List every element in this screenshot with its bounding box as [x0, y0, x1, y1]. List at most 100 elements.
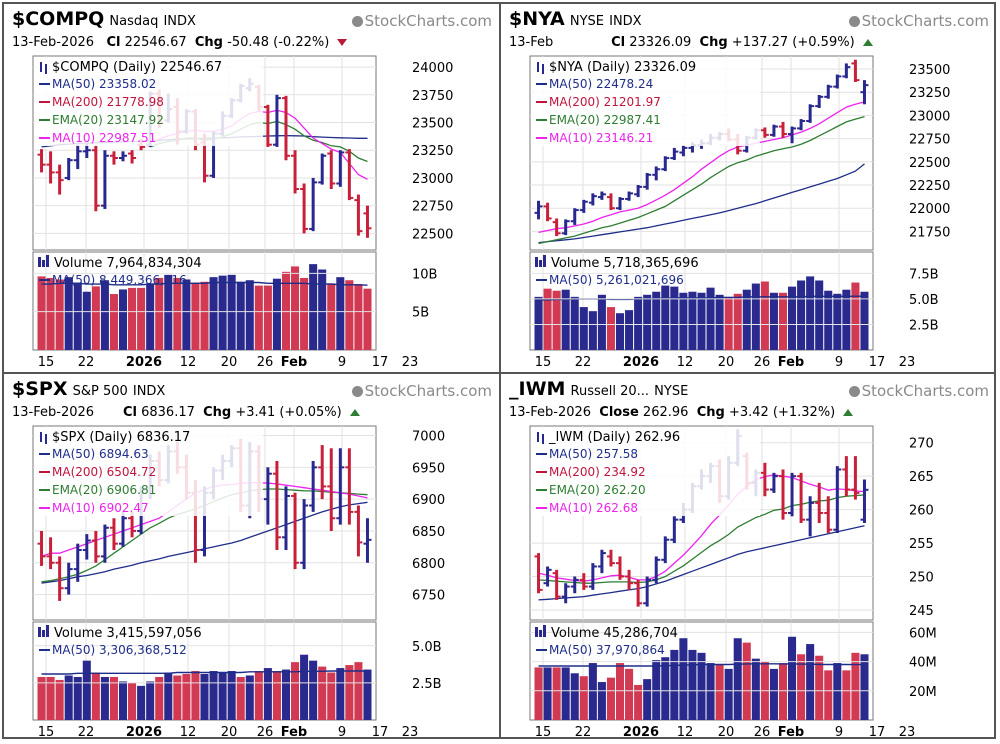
chart-header: $NYA NYSE INDX StockCharts.com [509, 8, 989, 34]
ohlc-bar [109, 518, 118, 551]
ohlc-bar [291, 150, 300, 194]
volume-icon [535, 255, 546, 267]
price-tick-label: 6850 [412, 525, 445, 540]
volume-bar [272, 278, 281, 350]
ohlc-bar [561, 219, 570, 236]
volume-bar [182, 674, 191, 720]
ohlc-bar [73, 543, 82, 582]
volume-tick-label: 40M [909, 656, 937, 671]
volume-bar [751, 658, 760, 720]
volume-ma-line [538, 663, 865, 667]
volume-bar [73, 282, 82, 350]
stockcharts-logo[interactable]: StockCharts.com [351, 12, 492, 30]
volume-bar [534, 667, 543, 720]
volume-bar [715, 294, 724, 350]
x-tick-label: 17 [372, 355, 389, 370]
ohlc-bar [851, 59, 860, 82]
volume-bar [670, 286, 679, 350]
stockcharts-logo[interactable]: StockCharts.com [848, 382, 989, 400]
x-tick-label: 26 [257, 355, 274, 370]
volume-legend: Volume 5,718,365,696 MA(50) 5,261,021,696 [535, 255, 699, 287]
stockcharts-logo[interactable]: StockCharts.com [848, 12, 989, 30]
volume-bar [64, 277, 73, 350]
x-tick-label: 15 [535, 725, 552, 740]
ohlc-bar [55, 164, 64, 195]
volume-icon [535, 625, 546, 637]
chart-panel-iwm[interactable]: _IWM Russell 20... NYSE StockCharts.com … [501, 374, 996, 744]
chart-panel-nya[interactable]: $NYA NYSE INDX StockCharts.com 13-Feb Cl… [501, 4, 996, 374]
volume-bar [236, 676, 245, 720]
volume-bar [570, 673, 579, 720]
volume-title: Volume 5,718,365,696 [551, 256, 699, 271]
legend-item: EMA(20) 262.20 [549, 483, 646, 497]
ohlc-bar [860, 479, 869, 523]
legend-item: MA(50) 22478.24 [549, 77, 653, 91]
stockcharts-logo[interactable]: StockCharts.com [351, 382, 492, 400]
volume-bar [309, 264, 318, 350]
ohlc-bar [588, 563, 597, 590]
legend-item: MA(200) 21778.98 [52, 95, 164, 109]
x-tick-label: 2026 [623, 355, 659, 370]
legend-item: MA(50) 257.58 [549, 447, 638, 461]
volume-bar [760, 281, 769, 350]
volume-bar [697, 652, 706, 720]
logo-dot-icon [848, 16, 860, 27]
ohlc-bar [760, 462, 769, 497]
ohlc-bar [64, 562, 73, 595]
ohlc-bar [788, 126, 797, 144]
volume-bar [715, 664, 724, 720]
ohlc-bar [327, 448, 336, 531]
legend-title: _IWM (Daily) 262.96 [548, 430, 680, 445]
volume-bar [354, 662, 363, 720]
volume-bar [164, 274, 173, 350]
ema20-line [538, 115, 865, 245]
ohlc-bar [552, 569, 561, 600]
volume-ma-label: MA(50) 5,261,021,696 [549, 273, 684, 287]
x-tick-label: 23 [899, 355, 916, 370]
ohlc-bar [37, 530, 46, 566]
price-legend: _IWM (Daily) 262.96 MA(50) 257.58 MA(200) … [532, 428, 760, 516]
chart-type-icon [537, 432, 544, 444]
venue: INDX [163, 14, 196, 29]
volume-bar [200, 674, 209, 720]
ohlc-bar [815, 94, 824, 108]
volume-bar [561, 289, 570, 350]
volume-bar [797, 280, 806, 350]
ohlc-bar [336, 150, 345, 187]
volume-bar [570, 296, 579, 350]
volume-bar [254, 671, 263, 720]
chart-type-icon [40, 62, 47, 74]
legend-bg [532, 58, 760, 146]
volume-bar [851, 652, 860, 720]
legend-bg [35, 428, 263, 516]
x-tick-label: 2026 [623, 725, 659, 740]
volume-bar [354, 284, 363, 350]
volume-bar [227, 274, 236, 350]
chart-panel-compq[interactable]: $COMPQ Nasdaq INDX StockCharts.com 13-Fe… [4, 4, 499, 374]
ohlc-bar [82, 534, 91, 560]
x-tick-label: 9 [835, 355, 843, 370]
volume-bar [769, 292, 778, 350]
volume-bar [245, 675, 254, 720]
ohlc-bar [778, 121, 787, 138]
ohlc-bar [543, 566, 552, 587]
price-tick-label: 6800 [412, 557, 445, 572]
chart-svg: 15 22 2026 12 20 26 Feb 9 17 23675068006850690069… [32, 425, 445, 740]
volume-bar [109, 676, 118, 720]
close-value: 6836.17 [141, 405, 195, 420]
x-tick-label: Feb [778, 355, 804, 370]
price-tick-label: 265 [909, 470, 934, 485]
volume-bar [815, 655, 824, 720]
price-tick-label: 260 [909, 504, 934, 519]
price-legend: $NYA (Daily) 23326.09 MA(50) 22478.24 MA(2… [532, 58, 760, 146]
chart-panel-spx[interactable]: $SPX S&P 500 INDX StockCharts.com 13-Feb… [4, 374, 499, 744]
price-tick-label: 6750 [412, 589, 445, 604]
x-tick-label: 15 [38, 355, 55, 370]
quote-date: 13-Feb-2026 [12, 35, 95, 50]
x-tick-label: 23 [899, 725, 916, 740]
volume-bar [806, 276, 815, 350]
ohlc-bar [309, 177, 318, 232]
x-tick-label: 22 [78, 355, 95, 370]
price-tick-label: 22500 [909, 156, 950, 171]
volume-bar [245, 280, 254, 350]
